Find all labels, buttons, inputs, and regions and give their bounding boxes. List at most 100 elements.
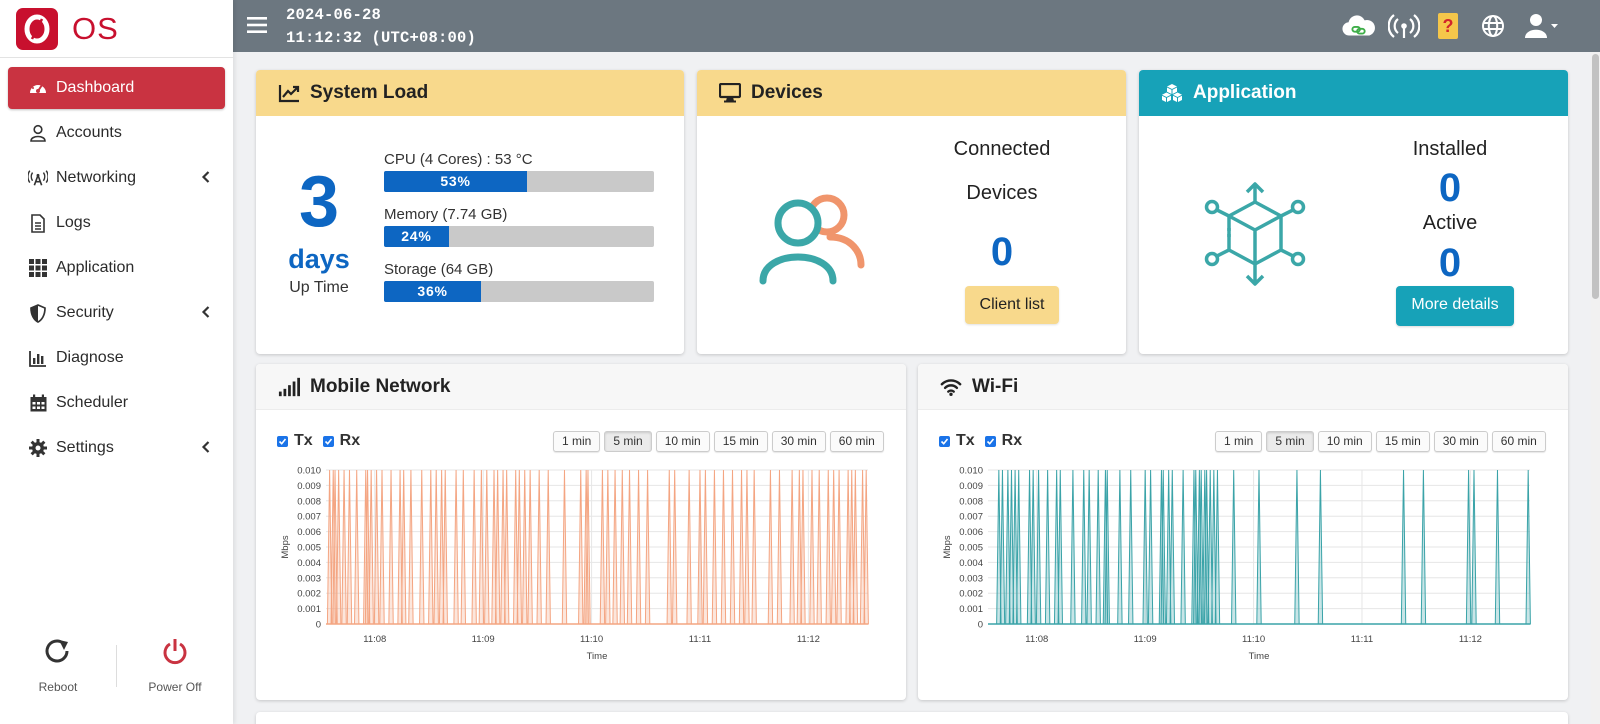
y-tick-label: 0.007 bbox=[959, 512, 983, 523]
tx-checkbox[interactable] bbox=[277, 435, 288, 447]
sidebar-item-scheduler[interactable]: Scheduler bbox=[8, 382, 225, 424]
more-details-button[interactable]: More details bbox=[1396, 286, 1514, 326]
rx-checkbox[interactable] bbox=[322, 435, 334, 447]
rx-checkbox[interactable] bbox=[984, 435, 996, 447]
range-30min-button[interactable]: 30 min bbox=[771, 431, 826, 452]
range-1min-button[interactable]: 1 min bbox=[553, 431, 601, 452]
installed-count: 0 bbox=[1438, 166, 1462, 210]
installed-label: Installed bbox=[1412, 138, 1488, 160]
sidebar-item-label: Networking bbox=[56, 169, 137, 186]
rx-label: Rx bbox=[339, 432, 361, 449]
sidebar-item-diagnose[interactable]: Diagnose bbox=[8, 337, 225, 379]
sidebar-item-logs[interactable]: Logs bbox=[8, 202, 225, 244]
traffic-spike bbox=[767, 469, 774, 625]
card-title: Devices bbox=[751, 82, 823, 103]
traffic-spike bbox=[522, 469, 528, 625]
traffic-spike bbox=[1147, 469, 1154, 625]
range-30min-button[interactable]: 30 min bbox=[1433, 431, 1488, 452]
traffic-spike bbox=[744, 469, 750, 625]
page-scrollbar[interactable] bbox=[1591, 52, 1600, 724]
cube-network-icon bbox=[1204, 182, 1306, 286]
help-icon[interactable]: ? bbox=[1431, 11, 1465, 41]
traffic-spike bbox=[453, 469, 459, 625]
traffic-spike bbox=[619, 469, 626, 625]
connected-devices-count: 0 bbox=[990, 230, 1014, 274]
traffic-spike bbox=[720, 469, 727, 625]
antenna-icon bbox=[28, 168, 48, 188]
mobile-traffic-chart: 0 0.001 0.002 0.003 0.004 0.005 0.006 0.007 0.00… bbox=[280, 466, 869, 662]
devices-header: Devices bbox=[697, 70, 1126, 116]
active-count: 0 bbox=[1438, 241, 1462, 285]
range-10min-button[interactable]: 10 min bbox=[1317, 431, 1372, 452]
user-menu-icon[interactable] bbox=[1521, 11, 1561, 41]
traffic-spike bbox=[711, 469, 718, 625]
sidebar-item-label: Application bbox=[56, 259, 135, 276]
range-1min-button[interactable]: 1 min bbox=[1215, 431, 1263, 452]
globe-icon[interactable] bbox=[1476, 11, 1510, 41]
range-15min-button[interactable]: 15 min bbox=[1375, 431, 1430, 452]
system-clock: 2024-06-28 11:12:32 (UTC+08:00) bbox=[286, 4, 476, 50]
traffic-spike bbox=[1128, 469, 1134, 625]
y-axis-title: Mbps bbox=[280, 535, 291, 558]
sidebar: OS Dashboard Accounts Networking Logs Ap… bbox=[0, 0, 233, 724]
tx-checkbox[interactable] bbox=[939, 435, 950, 447]
reboot-button[interactable]: Reboot bbox=[0, 638, 116, 694]
sidebar-item-label: Scheduler bbox=[56, 394, 129, 411]
sidebar-item-label: Settings bbox=[56, 439, 114, 456]
wireless-icon[interactable] bbox=[1387, 11, 1421, 41]
connected-label: Connected bbox=[953, 138, 1051, 160]
traffic-spike bbox=[1142, 469, 1148, 625]
logo-icon[interactable] bbox=[16, 7, 58, 50]
devices-card: Devices Connected Devices 0 Client list bbox=[697, 70, 1126, 354]
cpu-label: CPU (4 Cores) : 53 °C bbox=[384, 151, 533, 168]
range-60min-button[interactable]: 60 min bbox=[1491, 431, 1546, 452]
y-axis-title: Mbps bbox=[942, 535, 953, 558]
card-title: Wi-Fi bbox=[972, 375, 1019, 397]
x-tick-label: 11:12 bbox=[1459, 634, 1482, 645]
range-5min-button[interactable]: 5 min bbox=[1266, 431, 1314, 452]
signal-bars-icon bbox=[278, 376, 300, 398]
traffic-spike bbox=[702, 469, 709, 625]
x-tick-label: 11:10 bbox=[1242, 634, 1265, 645]
scrollbar-thumb[interactable] bbox=[1592, 54, 1599, 299]
wifi-traffic-chart: 0 0.001 0.002 0.003 0.004 0.005 0.006 0.007 0.00… bbox=[942, 466, 1531, 662]
traffic-spike bbox=[460, 469, 467, 625]
sidebar-item-settings[interactable]: Settings bbox=[8, 427, 225, 469]
traffic-spike bbox=[809, 469, 815, 625]
chart-legend: Tx Rx bbox=[939, 432, 1032, 450]
client-list-button[interactable]: Client list bbox=[965, 286, 1059, 324]
power-off-label: Power Off bbox=[148, 680, 202, 694]
sidebar-item-accounts[interactable]: Accounts bbox=[8, 112, 225, 154]
hamburger-menu-icon[interactable] bbox=[246, 14, 268, 36]
sidebar-item-dashboard[interactable]: Dashboard bbox=[8, 67, 225, 109]
sidebar-item-label: Logs bbox=[56, 214, 91, 231]
y-tick-label: 0.008 bbox=[297, 496, 321, 507]
chevron-left-icon bbox=[201, 441, 210, 453]
traffic-spike bbox=[516, 469, 523, 625]
monitor-icon bbox=[719, 82, 741, 104]
traffic-spike bbox=[1400, 469, 1407, 625]
traffic-spike bbox=[612, 469, 618, 625]
power-off-button[interactable]: Power Off bbox=[117, 638, 233, 694]
calendar-icon bbox=[28, 393, 48, 413]
wifi-header: Wi-Fi bbox=[918, 364, 1568, 410]
cloud-link-icon[interactable] bbox=[1342, 11, 1376, 41]
traffic-spike bbox=[578, 469, 584, 625]
tx-label: Tx bbox=[956, 432, 975, 449]
traffic-spike bbox=[346, 469, 353, 625]
sidebar-item-application[interactable]: Application bbox=[8, 247, 225, 289]
sidebar-item-label: Diagnose bbox=[56, 349, 124, 366]
range-10min-button[interactable]: 10 min bbox=[655, 431, 710, 452]
range-60min-button[interactable]: 60 min bbox=[829, 431, 884, 452]
next-card-partial bbox=[256, 712, 1568, 724]
sidebar-item-security[interactable]: Security bbox=[8, 292, 225, 334]
traffic-spike bbox=[751, 469, 757, 625]
traffic-spike bbox=[442, 469, 448, 625]
storage-progress-bar: 36% bbox=[384, 281, 654, 302]
range-15min-button[interactable]: 15 min bbox=[713, 431, 768, 452]
y-tick-label: 0.003 bbox=[297, 573, 321, 584]
system-load-card: System Load 3 days Up Time CPU (4 Cores)… bbox=[256, 70, 684, 354]
range-5min-button[interactable]: 5 min bbox=[604, 431, 652, 452]
storage-progress-fill: 36% bbox=[384, 281, 482, 302]
sidebar-item-networking[interactable]: Networking bbox=[8, 157, 225, 199]
